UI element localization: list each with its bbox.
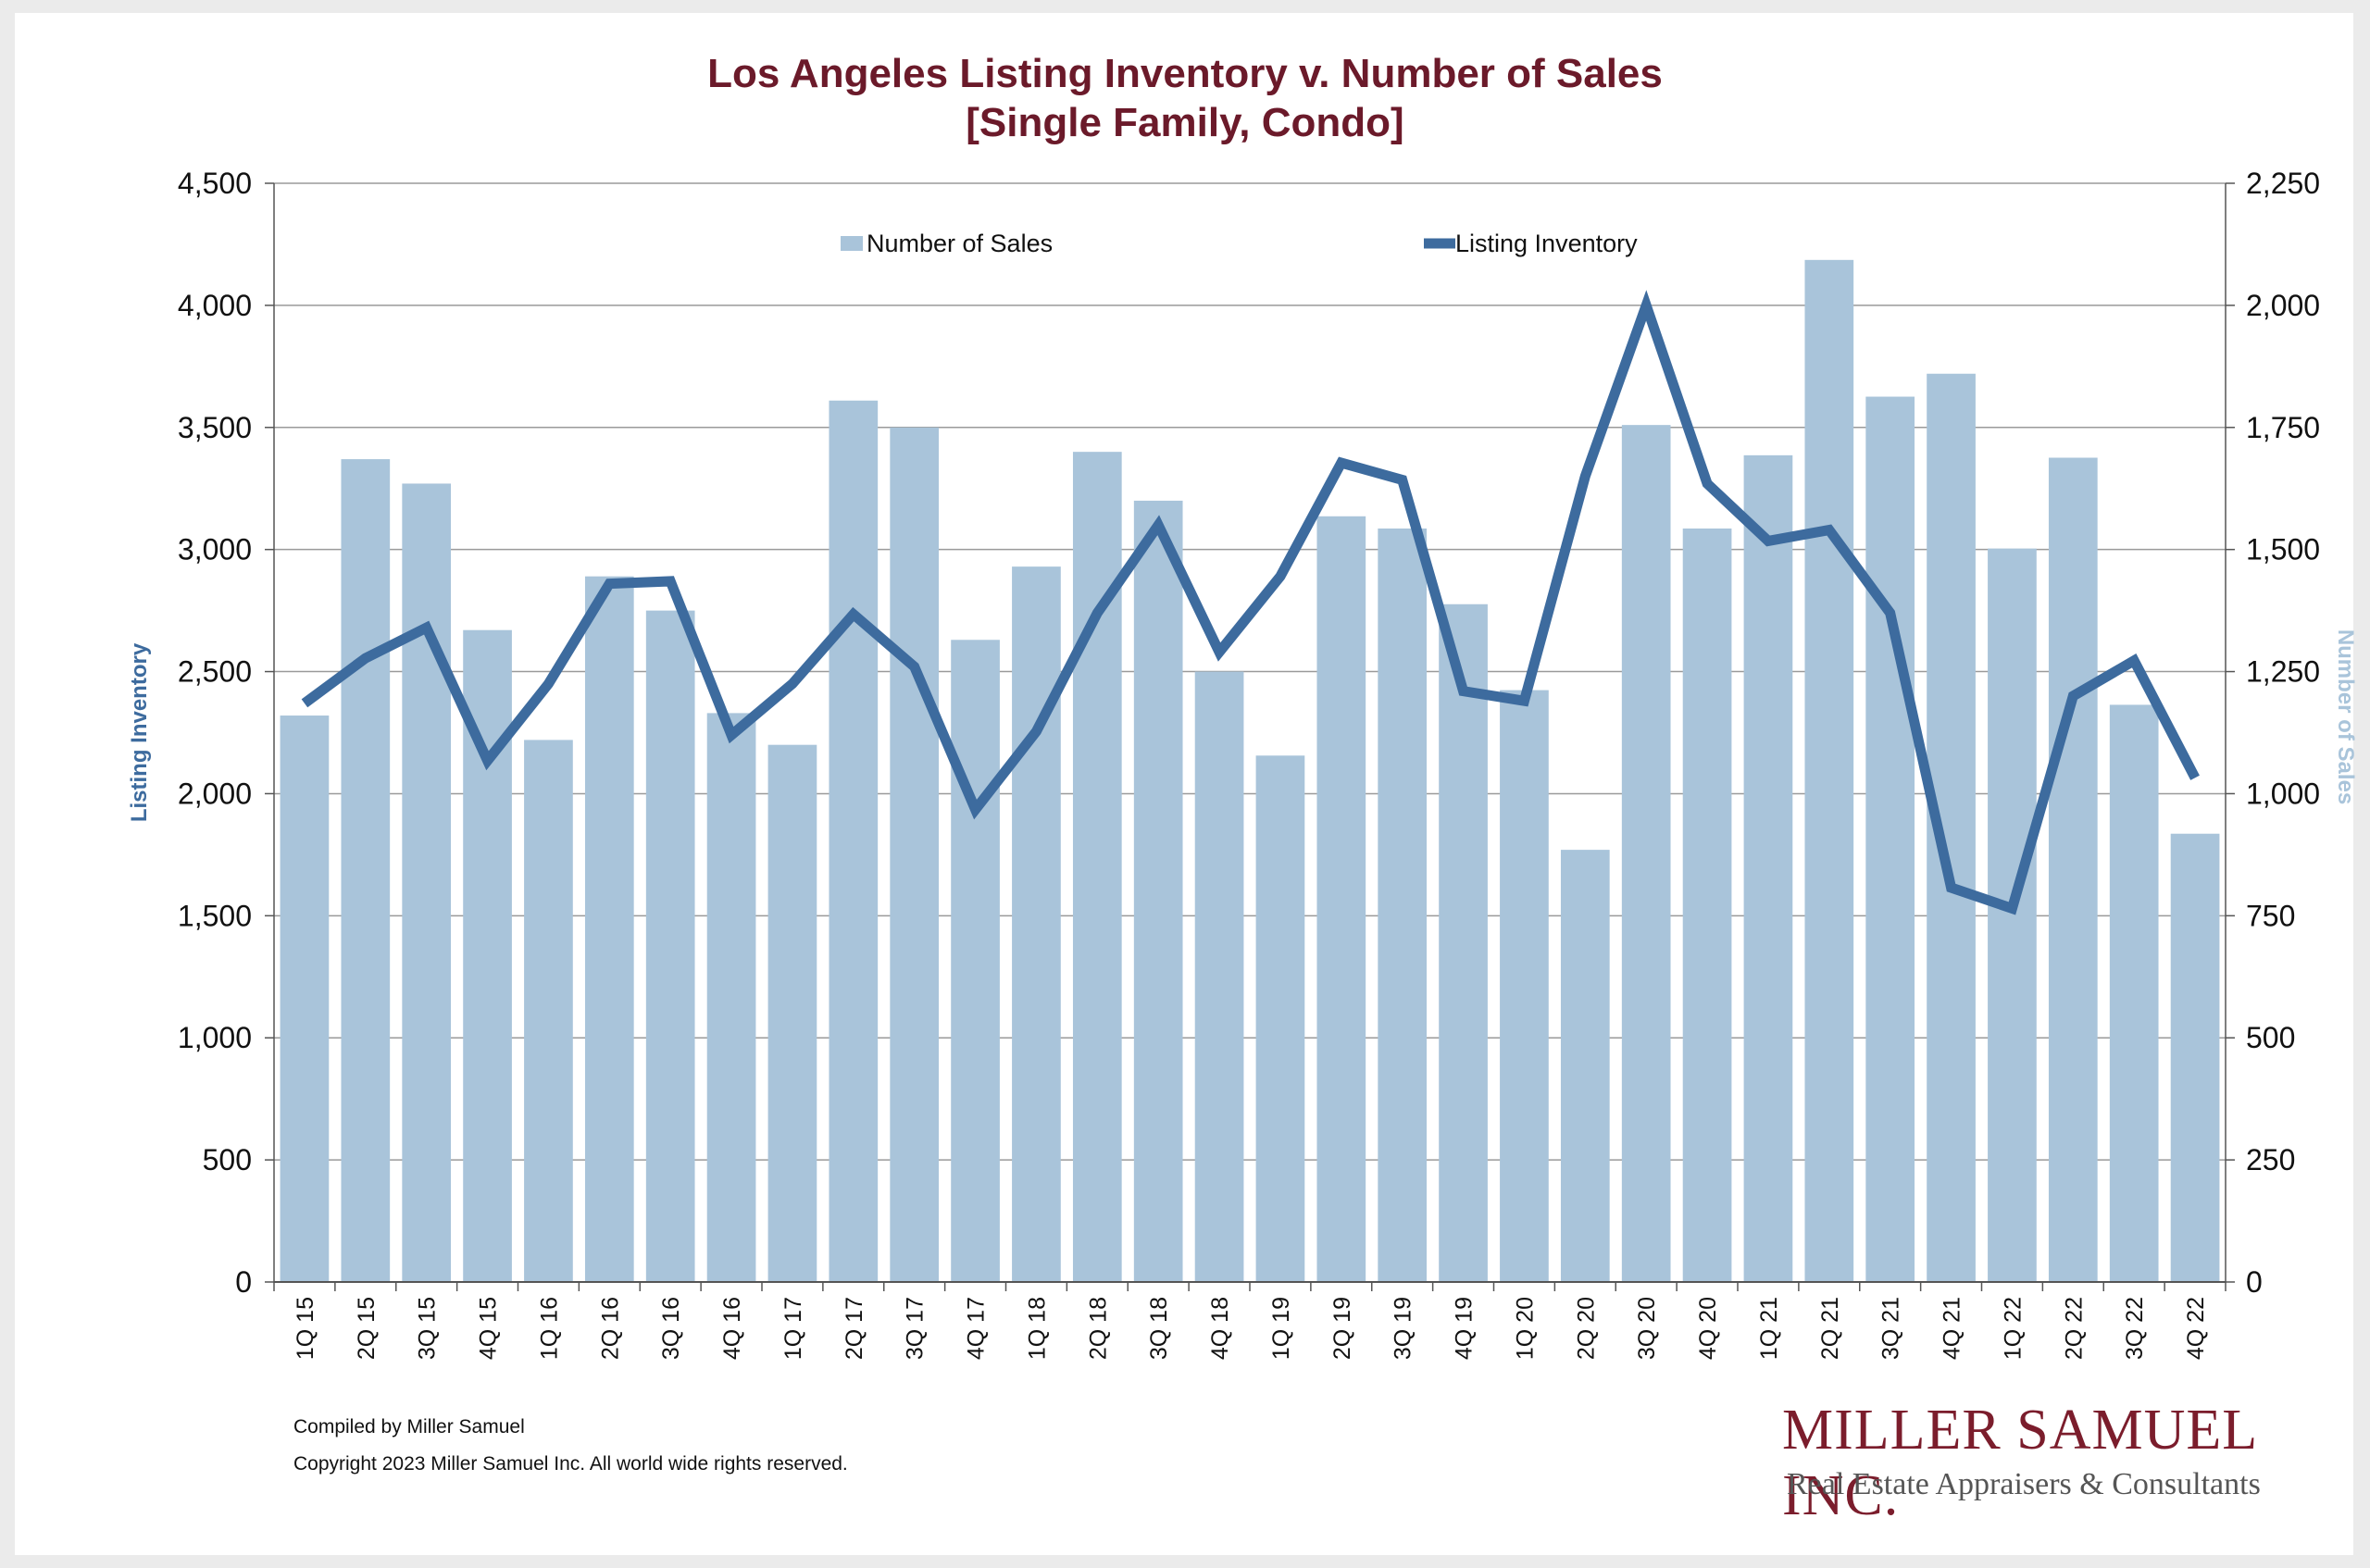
bar [1194,671,1244,1282]
x-tick-label: 2Q 19 [1329,1297,1355,1360]
x-tick-label: 2Q 21 [1817,1297,1843,1360]
left-tick-label: 2,000 [178,777,252,810]
legend-label-sales: Number of Sales [867,230,1053,257]
bar [1804,259,1854,1283]
chart-title: Los Angeles Listing Inventory v. Number … [707,51,1663,96]
x-tick-label: 3Q 17 [903,1297,929,1360]
bar [584,576,634,1282]
line-group [301,290,2200,915]
x-tick-label: 2Q 22 [2061,1297,2087,1360]
footnote-copyright: Copyright 2023 Miller Samuel Inc. All wo… [293,1453,848,1475]
bar [767,744,817,1282]
bar [951,640,1000,1282]
bar [1378,528,1428,1282]
bar [1316,516,1366,1282]
x-tick-label: 4Q 18 [1207,1297,1233,1360]
x-tick-label: 1Q 15 [293,1297,318,1360]
bar [1072,452,1122,1283]
x-tick-label: 1Q 22 [2000,1297,2026,1360]
bar [1743,454,1793,1282]
x-tick-label: 4Q 17 [964,1297,990,1360]
x-tick-label: 1Q 16 [536,1297,562,1360]
left-tick-label: 4,500 [178,167,252,200]
left-tick-label: 4,000 [178,289,252,322]
x-tick-label: 3Q 21 [1878,1297,1904,1360]
x-tick-label: 2Q 17 [842,1297,867,1360]
bar [706,713,756,1282]
x-tick-label: 1Q 18 [1024,1297,1050,1360]
listing-inventory-line [301,290,2200,915]
x-tick-label: 1Q 19 [1268,1297,1294,1360]
bar [341,459,391,1283]
legend-label-inventory: Listing Inventory [1455,230,1638,257]
left-axis-title: Listing Inventory [127,642,152,822]
bar [1682,528,1732,1282]
right-tick-label: 750 [2246,899,2295,932]
footnote-compiled: Compiled by Miller Samuel [293,1416,525,1437]
right-tick-label: 2,000 [2246,289,2320,322]
x-tick-label: 1Q 20 [1512,1297,1538,1360]
bar [1560,850,1610,1282]
right-tick-label: 250 [2246,1143,2295,1176]
right-tick-label: 1,750 [2246,411,2320,444]
bar [1988,548,2037,1282]
legend-swatch-sales [841,236,863,251]
x-tick-label: 1Q 21 [1756,1297,1782,1360]
bar [1439,604,1488,1282]
x-tick-label: 4Q 22 [2183,1297,2209,1360]
left-tick-label: 3,000 [178,533,252,566]
bar [1255,755,1305,1282]
right-tick-label: 500 [2246,1021,2295,1054]
left-tick-label: 500 [203,1143,252,1176]
right-tick-label: 1,500 [2246,533,2320,566]
x-tick-label: 2Q 15 [354,1297,380,1360]
left-tick-label: 0 [235,1265,252,1299]
chart-subtitle: [Single Family, Condo] [966,100,1404,145]
logo-name: Miller Samuel Inc. [1782,1399,2256,1527]
x-tick-label: 3Q 22 [2122,1297,2148,1360]
left-tick-label: 2,500 [178,655,252,689]
x-tick-label: 3Q 20 [1634,1297,1660,1360]
x-tick-label: 4Q 15 [476,1297,502,1360]
bar [890,427,940,1282]
bar [2170,833,2220,1282]
left-tick-label: 1,000 [178,1021,252,1054]
right-axis-title: Number of Sales [2333,629,2358,804]
bar [645,610,695,1282]
legend: Number of Sales Listing Inventory [841,230,1638,257]
bar [1012,566,1061,1282]
logo-tagline: Real Estate Appraisers & Consultants [1787,1467,2261,1501]
bar [524,740,573,1282]
right-tick-label: 0 [2246,1265,2263,1299]
x-tick-label: 2Q 20 [1573,1297,1599,1360]
bar [402,483,452,1282]
x-tick-label: 4Q 19 [1452,1297,1478,1360]
right-tick-label: 2,250 [2246,167,2320,200]
left-tick-label: 1,500 [178,899,252,932]
x-tick-label: 3Q 15 [415,1297,441,1360]
x-tick-label: 4Q 16 [719,1297,745,1360]
axes-group: 0 0 500 250 1,000 500 1,500 750 2,000 1,000 2,500 1… [127,167,2358,1360]
bar [1133,500,1183,1282]
right-tick-label: 1,250 [2246,655,2320,689]
x-tick-label: 3Q 18 [1146,1297,1172,1360]
x-tick-label: 2Q 16 [597,1297,623,1360]
x-tick-label: 4Q 21 [1940,1297,1965,1360]
bar [280,716,330,1282]
left-tick-label: 3,500 [178,411,252,444]
x-tick-label: 3Q 16 [658,1297,684,1360]
bar [1500,690,1549,1282]
x-tick-label: 2Q 18 [1085,1297,1111,1360]
bar [1865,396,1915,1283]
bar [2109,704,2159,1282]
bar [829,400,879,1282]
x-tick-label: 1Q 17 [780,1297,806,1360]
x-tick-label: 3Q 19 [1391,1297,1416,1360]
bar [1621,425,1671,1282]
right-tick-label: 1,000 [2246,777,2320,810]
x-tick-label: 4Q 20 [1695,1297,1721,1360]
bar [2048,457,2098,1283]
